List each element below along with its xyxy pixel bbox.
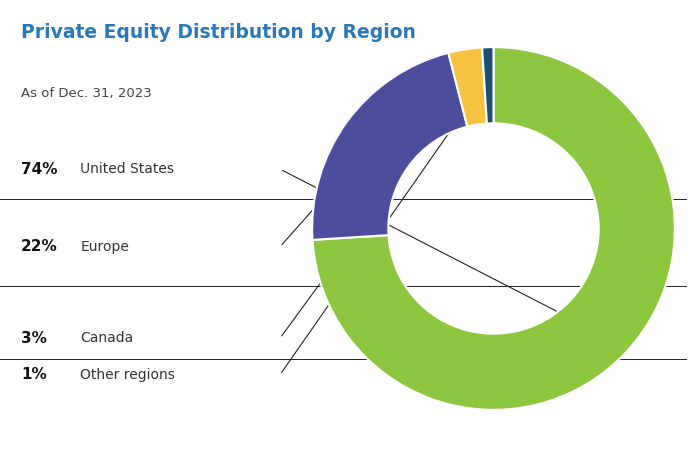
Text: United States: United States [80,162,174,176]
Wedge shape [312,47,675,410]
Text: Private Equity Distribution by Region: Private Equity Distribution by Region [21,23,416,42]
Text: 22%: 22% [21,239,57,254]
Wedge shape [449,48,487,127]
Text: 74%: 74% [21,162,57,176]
Text: 1%: 1% [21,367,47,382]
Wedge shape [312,53,468,240]
Text: Europe: Europe [80,240,130,254]
Text: Canada: Canada [80,331,134,345]
Wedge shape [482,47,493,123]
Text: As of Dec. 31, 2023: As of Dec. 31, 2023 [21,87,152,100]
Text: Other regions: Other regions [80,368,176,382]
Text: 3%: 3% [21,331,47,345]
